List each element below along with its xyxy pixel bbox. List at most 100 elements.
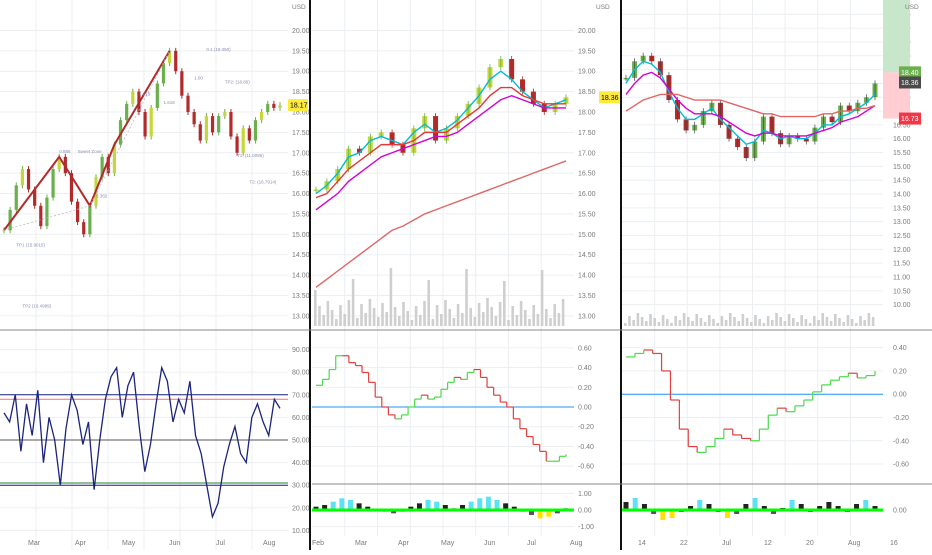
pattern-annotation: TP2 (16.4989) <box>22 304 51 309</box>
volume-bar <box>834 314 837 326</box>
axis-tick-label: 18.00 <box>292 110 310 117</box>
axis-tick-label: 16.50 <box>578 171 596 178</box>
moving-average-line <box>625 93 876 118</box>
volume-bar <box>335 319 338 326</box>
volume-bar <box>486 298 489 326</box>
volume-bar <box>674 316 677 326</box>
volume-bar <box>871 317 875 326</box>
volume-bar <box>444 300 447 326</box>
volume-bar <box>838 318 841 326</box>
histogram-bar <box>494 500 500 510</box>
rsi-line <box>3 365 281 520</box>
axis-tick-label: 16.00 <box>292 191 310 198</box>
axis-tick-label: 60.00 <box>292 415 310 422</box>
volume-bar <box>733 317 736 326</box>
axis-tick-label: 19.00 <box>578 69 596 76</box>
axis-tick-label: 14.00 <box>292 273 310 280</box>
volume-bar <box>842 322 845 326</box>
candle-body <box>180 71 184 96</box>
price-badge <box>288 99 308 112</box>
axis-tick-label: 14.00 <box>893 192 911 199</box>
price-badge <box>899 112 921 125</box>
axis-tick-label: 16.00 <box>893 136 911 143</box>
volume-bar <box>817 320 820 326</box>
axis-tick-label: 30.00 <box>292 483 310 490</box>
volume-bar <box>368 299 372 326</box>
volume-bar <box>356 318 359 326</box>
volume-bar <box>423 301 426 326</box>
time-axis-label: Mar <box>28 540 41 547</box>
candle-body <box>272 103 276 108</box>
volume-bar <box>745 318 749 326</box>
time-axis-label: 14 <box>638 540 646 547</box>
volume-bar <box>482 312 485 326</box>
axis-tick-label: 17.00 <box>578 150 596 157</box>
volume-bar <box>729 313 732 326</box>
volume-bar <box>804 319 808 326</box>
axis-tick-label: -0.20 <box>578 424 594 431</box>
volume-bar <box>821 313 824 326</box>
volume-bar <box>557 313 561 326</box>
price-badge-label: 18.40 <box>901 70 919 77</box>
candle-body <box>223 112 227 117</box>
candle-body <box>88 205 92 235</box>
time-axis-label: 22 <box>680 540 688 547</box>
axis-tick-label: 18.50 <box>578 89 596 96</box>
axis-tick-label: 40.00 <box>292 460 310 467</box>
volume-bar <box>657 322 661 326</box>
pattern-annotation: 1.618 <box>163 100 175 105</box>
moving-average-line <box>315 70 567 195</box>
volume-bar <box>561 299 565 326</box>
pattern-annotation: 0.1 (19.050) <box>206 47 231 52</box>
time-axis-label: 12 <box>764 540 772 547</box>
candle-body <box>131 91 135 104</box>
volume-bar <box>640 317 644 326</box>
candle-body <box>112 144 116 174</box>
volume-bar <box>330 310 334 326</box>
histogram-bar <box>835 506 841 510</box>
axis-tick-label: 0.20 <box>893 368 907 375</box>
volume-bar <box>808 323 812 326</box>
histogram-bar <box>641 504 647 510</box>
volume-bar <box>414 306 418 326</box>
axis-tick-label: 10.50 <box>893 288 911 295</box>
candle-body <box>2 230 6 232</box>
axis-tick-label: 0.20 <box>578 385 592 392</box>
volume-bar <box>515 315 519 326</box>
volume-bar <box>545 309 548 326</box>
volume-bar <box>524 310 527 326</box>
volume-bar <box>540 270 544 326</box>
histogram-bar <box>669 510 675 518</box>
price-badge <box>899 66 921 79</box>
volume-bar <box>787 314 791 326</box>
axis-tick-label: 16.00 <box>578 191 596 198</box>
histogram-bar <box>734 510 740 514</box>
histogram-bar <box>529 510 535 515</box>
candle-body <box>106 156 110 174</box>
volume-bar <box>435 305 439 326</box>
volume-bar <box>758 319 761 326</box>
axis-tick-label: 13.50 <box>578 293 596 300</box>
pattern-annotation: 1.00 <box>194 75 203 80</box>
axis-tick-label: 1.00 <box>578 491 592 498</box>
volume-bar <box>771 320 774 326</box>
axis-tick-label: 90.00 <box>292 347 310 354</box>
candle-body <box>20 169 24 186</box>
time-axis-label: Apr <box>75 540 87 547</box>
volume-bar <box>846 315 850 326</box>
axis-tick-label: 14.00 <box>578 273 596 280</box>
volume-bar <box>385 312 388 326</box>
volume-bar <box>678 320 682 326</box>
candle-body <box>266 103 270 112</box>
price-badge-label: 18.36 <box>601 95 619 102</box>
volume-bar <box>632 320 635 326</box>
volume-bar <box>703 322 707 326</box>
volume-bar <box>381 303 384 326</box>
candle-body <box>82 222 86 235</box>
volume-bar <box>406 311 409 326</box>
histogram-bar <box>408 506 414 510</box>
volume-bar <box>507 320 510 326</box>
histogram-bar <box>365 506 371 510</box>
